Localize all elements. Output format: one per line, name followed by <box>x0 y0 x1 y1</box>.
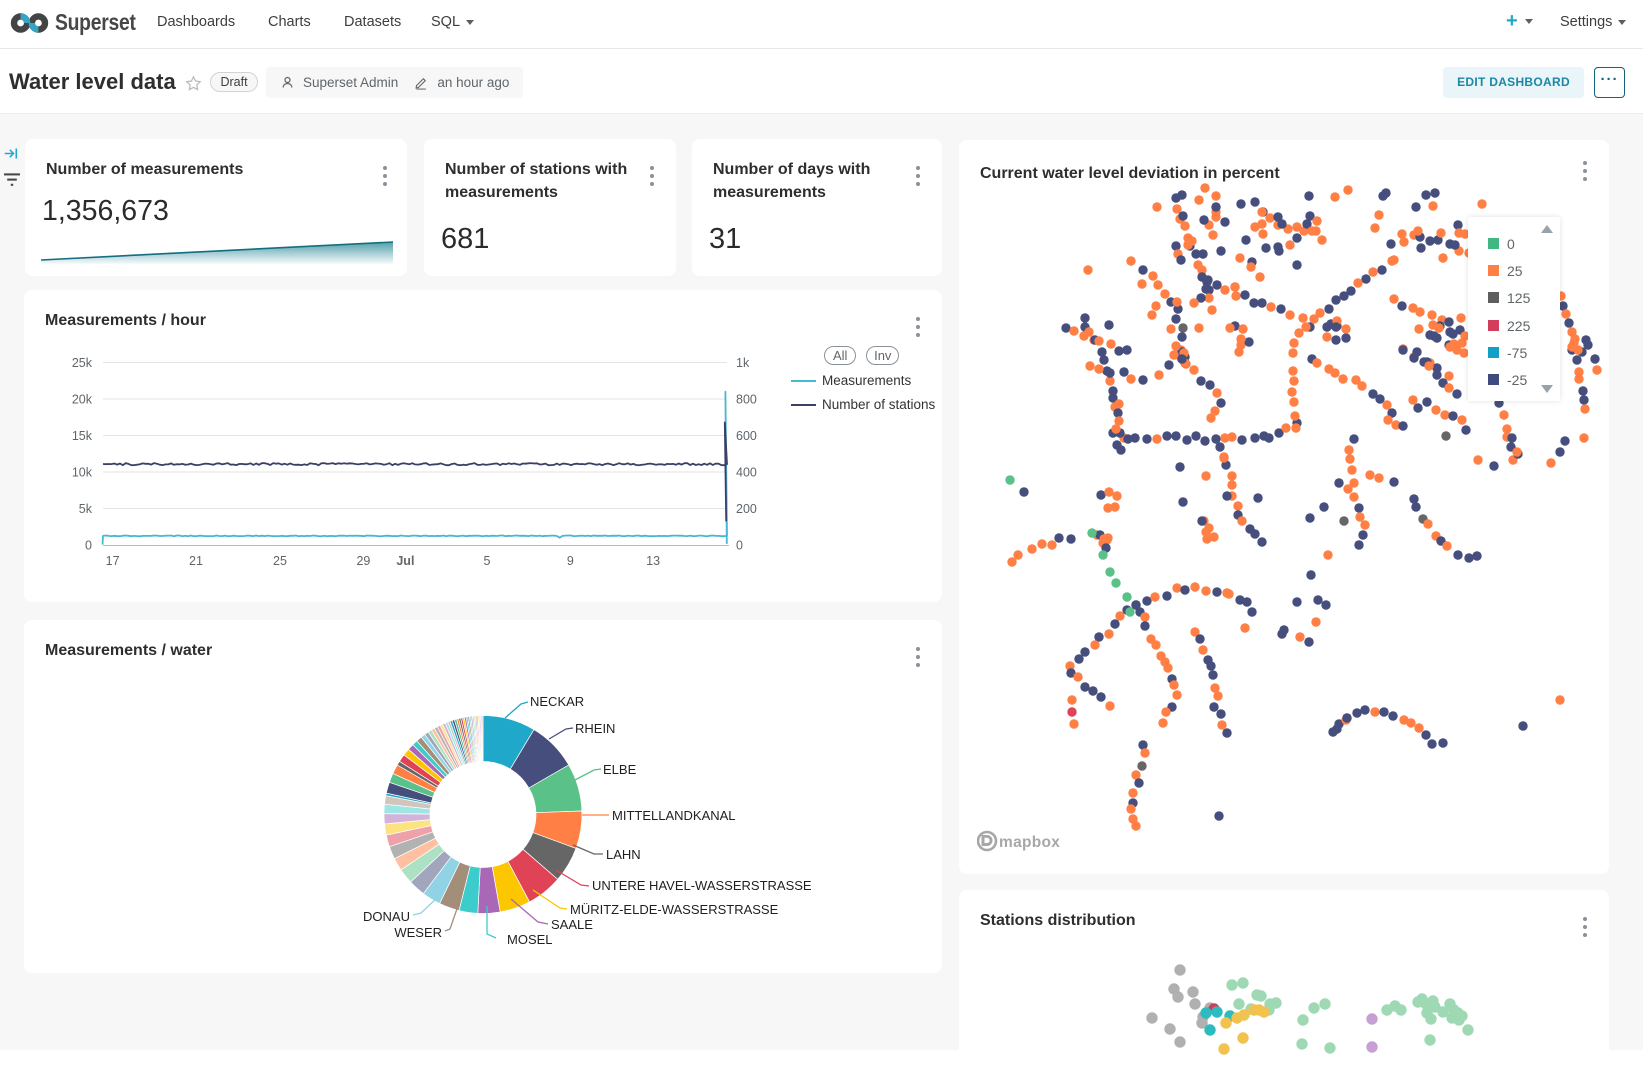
svg-text:0: 0 <box>736 539 743 553</box>
svg-text:21: 21 <box>189 554 203 568</box>
svg-text:MOSEL: MOSEL <box>507 932 553 947</box>
svg-text:1k: 1k <box>736 356 750 370</box>
svg-text:17: 17 <box>106 554 120 568</box>
svg-text:WESER: WESER <box>394 925 442 940</box>
svg-text:600: 600 <box>736 429 757 443</box>
svg-text:9: 9 <box>567 554 574 568</box>
svg-text:10k: 10k <box>72 466 93 480</box>
svg-text:15k: 15k <box>72 429 93 443</box>
svg-text:NECKAR: NECKAR <box>530 694 584 709</box>
svg-text:25k: 25k <box>72 356 93 370</box>
svg-text:MÜRITZ-ELDE-WASSERSTRASSE: MÜRITZ-ELDE-WASSERSTRASSE <box>570 902 779 917</box>
svg-text:20k: 20k <box>72 393 93 407</box>
svg-text:29: 29 <box>356 554 370 568</box>
svg-text:UNTERE HAVEL-WASSERSTRASSE: UNTERE HAVEL-WASSERSTRASSE <box>592 878 812 893</box>
svg-text:25: 25 <box>273 554 287 568</box>
svg-text:0: 0 <box>85 539 92 553</box>
svg-text:ELBE: ELBE <box>603 762 637 777</box>
svg-text:800: 800 <box>736 393 757 407</box>
svg-text:MITTELLANDKANAL: MITTELLANDKANAL <box>612 808 736 823</box>
svg-text:RHEIN: RHEIN <box>575 721 615 736</box>
svg-text:5k: 5k <box>79 502 93 516</box>
svg-text:SAALE: SAALE <box>551 917 593 932</box>
svg-text:Jul: Jul <box>396 554 414 568</box>
svg-text:LAHN: LAHN <box>606 847 641 862</box>
svg-text:mapbox: mapbox <box>999 834 1060 851</box>
svg-text:DONAU: DONAU <box>363 909 410 924</box>
svg-text:400: 400 <box>736 466 757 480</box>
svg-text:13: 13 <box>646 554 660 568</box>
svg-text:200: 200 <box>736 502 757 516</box>
svg-text:5: 5 <box>484 554 491 568</box>
